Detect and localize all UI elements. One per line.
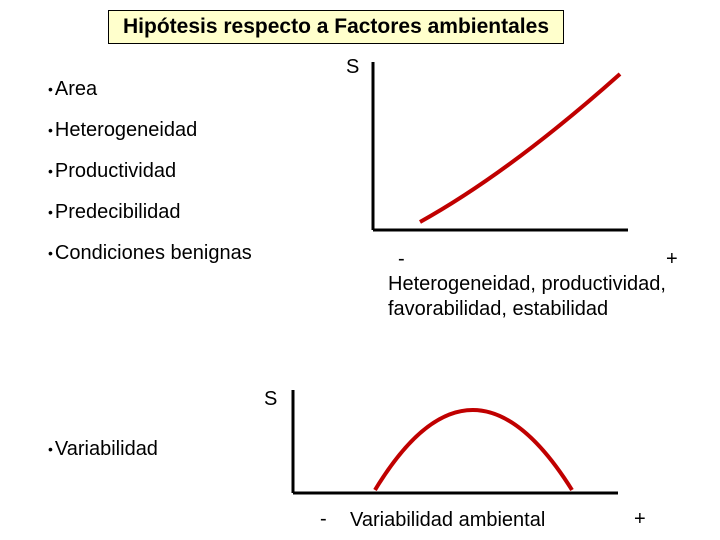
data-line — [420, 74, 620, 222]
x-axis-minus: - — [320, 508, 327, 531]
data-curve — [375, 410, 572, 490]
list-item: • Productividad — [48, 160, 252, 183]
list-label: Heterogeneidad — [55, 119, 197, 142]
x-axis-plus: + — [634, 508, 646, 531]
page-title: Hipótesis respecto a Factores ambientale… — [108, 10, 564, 44]
bullet-icon: • — [48, 242, 53, 264]
chart-svg — [290, 390, 620, 495]
chart-svg — [370, 62, 630, 232]
x-axis-caption: Heterogeneidad, productividad, favorabil… — [388, 272, 680, 322]
list-label: Productividad — [55, 160, 176, 183]
y-axis-label: S — [264, 388, 277, 411]
x-axis-caption: Variabilidad ambiental — [350, 508, 545, 533]
bullet-icon: • — [48, 119, 53, 141]
bullet-icon: • — [48, 201, 53, 223]
list-label: Variabilidad — [55, 438, 158, 461]
bullet-icon: • — [48, 160, 53, 182]
list-label: Condiciones benignas — [55, 242, 252, 265]
factors-list: • Area • Heterogeneidad • Productividad … — [48, 78, 252, 265]
chart-heterogeneity — [370, 62, 630, 232]
list-item: • Variabilidad — [48, 438, 158, 461]
list-item: • Condiciones benignas — [48, 242, 252, 265]
list-item: • Predecibilidad — [48, 201, 252, 224]
list-label: Area — [55, 78, 97, 101]
list-item: • Heterogeneidad — [48, 119, 252, 142]
x-axis-plus: + — [666, 248, 678, 271]
bullet-icon: • — [48, 78, 53, 100]
y-axis-label: S — [346, 56, 359, 79]
bullet-icon: • — [48, 438, 53, 460]
list-item: • Area — [48, 78, 252, 101]
variability-list: • Variabilidad — [48, 438, 158, 461]
list-label: Predecibilidad — [55, 201, 181, 224]
x-axis-minus: - — [398, 248, 405, 271]
chart-variability — [290, 390, 620, 495]
